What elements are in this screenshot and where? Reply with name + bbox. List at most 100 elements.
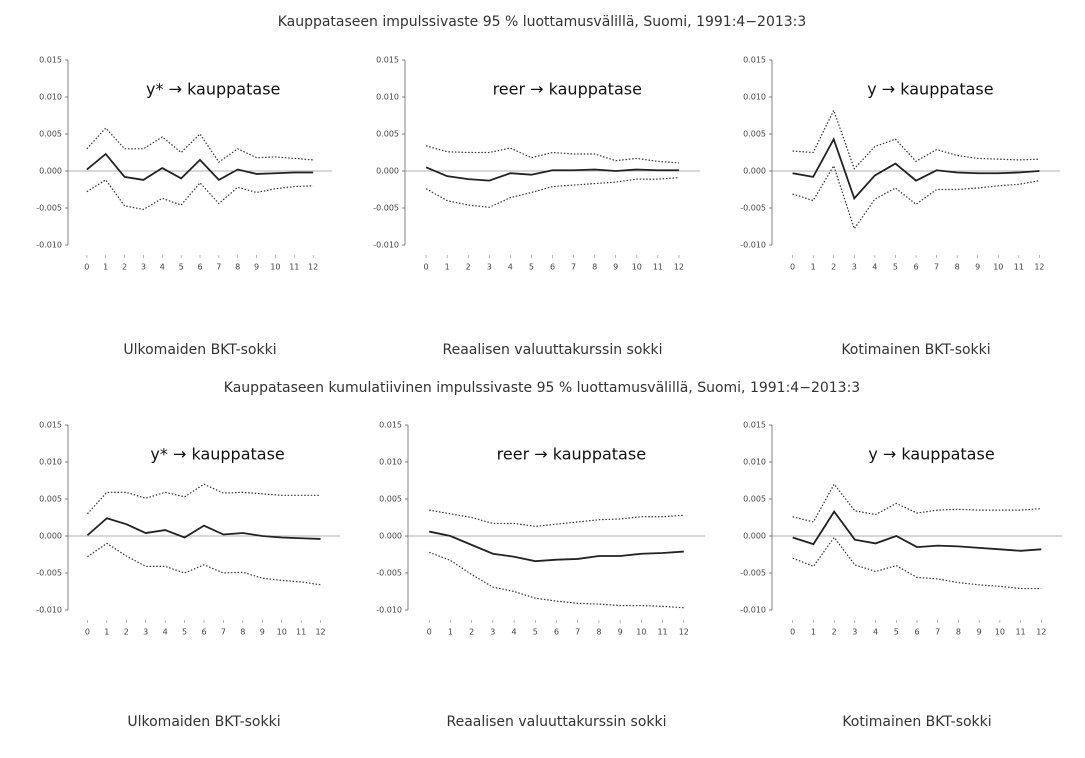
y-tick-label: 0.015 bbox=[39, 421, 62, 430]
y-tick-label: 0.010 bbox=[379, 458, 402, 467]
y-tick-label: -0.005 bbox=[376, 569, 402, 578]
y-tick-label: -0.010 bbox=[740, 241, 766, 250]
x-tick-label: 5 bbox=[179, 263, 184, 272]
x-tick-label: 10 bbox=[636, 628, 646, 637]
y-tick-label: -0.005 bbox=[373, 204, 399, 213]
x-tick-label: 0 bbox=[427, 628, 432, 637]
impulse-response bbox=[86, 517, 321, 540]
x-tick-label: 3 bbox=[852, 628, 857, 637]
y-tick-label: 0.000 bbox=[376, 167, 399, 176]
confidence-band bbox=[792, 536, 1042, 590]
x-tick-label: 0 bbox=[84, 263, 89, 272]
x-tick-label: 4 bbox=[508, 263, 513, 272]
x-tick-label: 11 bbox=[296, 628, 306, 637]
x-tick-label: 9 bbox=[977, 628, 982, 637]
x-tick-label: 1 bbox=[811, 263, 816, 272]
x-tick-label: 12 bbox=[308, 263, 318, 272]
x-tick-label: 4 bbox=[872, 263, 877, 272]
x-tick-label: 2 bbox=[469, 628, 474, 637]
x-tick-label: 4 bbox=[873, 628, 878, 637]
y-tick-label: 0.000 bbox=[743, 532, 766, 541]
x-tick-label: 10 bbox=[993, 263, 1003, 272]
y-tick-label: -0.005 bbox=[36, 204, 62, 213]
caption: Reaalisen valuuttakurssin sokki bbox=[446, 714, 666, 730]
x-tick-label: 2 bbox=[832, 628, 837, 637]
x-tick-label: 10 bbox=[995, 628, 1005, 637]
x-tick-label: 9 bbox=[260, 628, 265, 637]
x-tick-label: 4 bbox=[512, 628, 517, 637]
confidence-band bbox=[86, 127, 314, 163]
impulse-response bbox=[792, 509, 1042, 552]
x-tick-label: 11 bbox=[1014, 263, 1024, 272]
x-tick-label: 3 bbox=[141, 263, 146, 272]
x-tick-label: 12 bbox=[674, 263, 684, 272]
annotation: reer → kauppatase bbox=[497, 445, 646, 464]
x-tick-label: 5 bbox=[529, 263, 534, 272]
y-tick-label: 0.005 bbox=[39, 495, 62, 504]
heading: Kauppataseen impulssivaste 95 % luottamu… bbox=[278, 14, 807, 30]
caption: Kotimainen BKT-sokki bbox=[842, 714, 991, 730]
impulse-response bbox=[425, 166, 679, 182]
x-tick-label: 12 bbox=[1034, 263, 1044, 272]
x-tick-label: 7 bbox=[934, 263, 939, 272]
x-tick-label: 10 bbox=[632, 263, 642, 272]
x-tick-label: 0 bbox=[424, 263, 429, 272]
x-tick-label: 7 bbox=[575, 628, 580, 637]
y-tick-label: -0.010 bbox=[36, 606, 62, 615]
x-tick-label: 3 bbox=[487, 263, 492, 272]
y-tick-label: -0.010 bbox=[36, 241, 62, 250]
x-tick-label: 6 bbox=[201, 628, 206, 637]
annotation: y* → kauppatase bbox=[150, 445, 284, 464]
x-tick-label: 3 bbox=[852, 263, 857, 272]
x-tick-label: 11 bbox=[653, 263, 663, 272]
x-tick-label: 11 bbox=[289, 263, 299, 272]
y-tick-label: 0.015 bbox=[39, 56, 62, 65]
y-tick-label: -0.010 bbox=[373, 241, 399, 250]
y-tick-label: 0.010 bbox=[743, 93, 766, 102]
x-tick-label: 2 bbox=[122, 263, 127, 272]
annotation: y* → kauppatase bbox=[146, 80, 280, 99]
y-tick-label: 0.015 bbox=[379, 421, 402, 430]
y-tick-label: 0.000 bbox=[743, 167, 766, 176]
x-tick-label: 4 bbox=[160, 263, 165, 272]
y-tick-label: 0.005 bbox=[39, 130, 62, 139]
annotation: y → kauppatase bbox=[868, 445, 994, 464]
impulse-response bbox=[429, 530, 684, 563]
confidence-band bbox=[425, 177, 679, 208]
confidence-band bbox=[792, 108, 1040, 170]
x-tick-label: 5 bbox=[893, 263, 898, 272]
confidence-band bbox=[792, 483, 1042, 523]
x-tick-label: 2 bbox=[831, 263, 836, 272]
confidence-band bbox=[86, 179, 314, 211]
x-tick-label: 6 bbox=[914, 628, 919, 637]
x-tick-label: 10 bbox=[277, 628, 287, 637]
x-tick-label: 9 bbox=[613, 263, 618, 272]
y-tick-label: -0.010 bbox=[376, 606, 402, 615]
y-tick-label: 0.015 bbox=[743, 56, 766, 65]
x-tick-label: 1 bbox=[811, 628, 816, 637]
impulse-response bbox=[792, 136, 1040, 201]
y-tick-label: -0.010 bbox=[740, 606, 766, 615]
caption: Ulkomaiden BKT-sokki bbox=[123, 342, 276, 358]
x-tick-label: 11 bbox=[1015, 628, 1025, 637]
confidence-band bbox=[428, 551, 684, 609]
heading: Kauppataseen kumulatiivinen impulssivast… bbox=[224, 380, 860, 396]
x-tick-label: 4 bbox=[163, 628, 168, 637]
impulse-response bbox=[86, 152, 314, 182]
x-tick-label: 1 bbox=[445, 263, 450, 272]
x-tick-label: 1 bbox=[104, 628, 109, 637]
x-tick-label: 7 bbox=[935, 628, 940, 637]
confidence-band bbox=[87, 542, 321, 586]
y-tick-label: 0.010 bbox=[39, 93, 62, 102]
y-tick-label: 0.005 bbox=[376, 130, 399, 139]
y-tick-label: 0.005 bbox=[743, 495, 766, 504]
x-tick-label: 8 bbox=[956, 628, 961, 637]
x-tick-label: 0 bbox=[790, 628, 795, 637]
x-tick-label: 10 bbox=[270, 263, 280, 272]
x-tick-label: 2 bbox=[124, 628, 129, 637]
x-tick-label: 5 bbox=[182, 628, 187, 637]
annotation: y → kauppatase bbox=[867, 80, 993, 99]
x-tick-label: 5 bbox=[533, 628, 538, 637]
x-tick-label: 6 bbox=[197, 263, 202, 272]
y-tick-label: 0.010 bbox=[743, 458, 766, 467]
